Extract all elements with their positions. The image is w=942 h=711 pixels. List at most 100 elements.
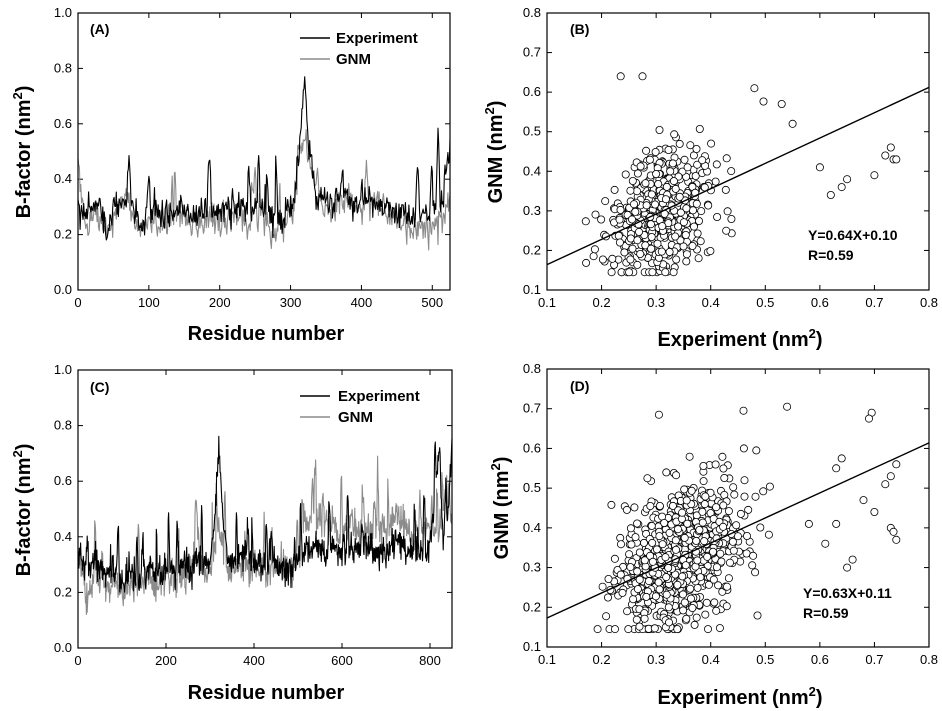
- panel-d-data-point: [751, 568, 760, 577]
- panel-b-data-point: [590, 245, 599, 254]
- panel-b-data-point: [693, 160, 702, 169]
- panel-b-data-point: [870, 171, 879, 180]
- panel-d-y-tick-label: 0.2: [523, 599, 541, 614]
- panel-d-data-point: [726, 558, 735, 567]
- panel-d-data-point: [744, 505, 753, 514]
- panel-d-data-point: [701, 492, 710, 501]
- panel-d-data-point: [728, 537, 737, 546]
- panel-d-scatter-chart: 0.1 0.2 0.3 0.4 0.5 0.6 0.7 0.8 0.1 0.2 0.3 0.4 0.5 0…: [488, 361, 938, 709]
- panel-b-data-point: [607, 268, 616, 277]
- panel-a-series-experiment-line: [77, 76, 451, 241]
- panel-b-x-tick-label: 0.4: [702, 295, 720, 310]
- panel-c-plot-area: 0 200 400 600 800 0.0 0.2 0.4 0.6 0.8 1.0: [54, 362, 453, 668]
- panel-b-data-point: [674, 222, 683, 231]
- panel-d-data-point: [832, 464, 841, 473]
- panel-d-data-point: [719, 501, 728, 510]
- panel-d-data-point: [753, 611, 762, 620]
- panel-d-data-point: [648, 557, 657, 566]
- panel-b-data-point: [653, 239, 662, 248]
- panel-a-x-tick-label: 0: [74, 295, 81, 310]
- panel-b-data-point: [671, 232, 680, 241]
- panel-b-data-point: [628, 176, 637, 185]
- panel-c-y-axis-label: B-factor (nm2): [10, 444, 35, 577]
- panel-d-y-tick-label: 0.8: [523, 361, 541, 376]
- panel-b-x-tick-label: 0.3: [647, 295, 665, 310]
- panel-d-data-point: [611, 625, 620, 634]
- panel-d-data-point: [870, 507, 879, 516]
- panel-b-data-point: [636, 249, 645, 258]
- panel-b-x-axis-label: Experiment (nm2): [657, 326, 822, 351]
- panel-b-x-tick-label: 0.6: [811, 295, 829, 310]
- panel-a-y-tick-label: 0.4: [54, 171, 72, 186]
- panel-d-data-point: [642, 592, 651, 601]
- panel-b-data-point: [655, 126, 664, 135]
- panel-b-data-point: [641, 179, 650, 188]
- panel-d-data-point: [627, 540, 636, 549]
- panel-d-data-point: [730, 490, 739, 499]
- panel-d-y-tick-label: 0.5: [523, 480, 541, 495]
- panel-d-x-tick-label: 0.4: [702, 652, 720, 667]
- panel-d-data-point: [632, 615, 641, 624]
- panel-d-data-point: [629, 595, 638, 604]
- panel-a-x-tick-label: 200: [209, 295, 231, 310]
- panel-a-y-tick-label: 0.6: [54, 116, 72, 131]
- panel-b-data-point: [681, 230, 690, 239]
- panel-d-data-point: [610, 554, 619, 563]
- panel-b-data-point: [610, 185, 619, 194]
- panel-a-y-tick-label: 0.8: [54, 60, 72, 75]
- panel-b-data-point: [669, 177, 678, 186]
- panel-b-data-point: [727, 214, 736, 223]
- panel-b-data-point: [777, 100, 786, 109]
- panel-a-y-axis-label: B-factor (nm2): [10, 86, 35, 219]
- panel-d-data-point: [859, 496, 868, 505]
- panel-d-data-point: [710, 598, 719, 607]
- panel-b-x-tick-label: 0.2: [593, 295, 611, 310]
- panel-d-data-point: [690, 620, 699, 629]
- panel-d-data-point: [704, 580, 713, 589]
- panel-d-y-tick-label: 0.6: [523, 440, 541, 455]
- panel-b-data-point: [693, 229, 702, 238]
- panel-b-data-point: [628, 215, 637, 224]
- panel-b-data-point: [654, 179, 663, 188]
- panel-d-data-point: [682, 614, 691, 623]
- panel-b-data-point: [692, 144, 701, 153]
- panel-b-data-point: [826, 190, 835, 199]
- panel-d-data-point: [630, 503, 639, 512]
- panel-d-data-point: [624, 625, 633, 634]
- panel-d-data-point: [729, 546, 738, 555]
- panel-b-plot-area: 0.1 0.2 0.3 0.4 0.5 0.6 0.7 0.8 0.1 0.2 0.3 0.4 0.5 0…: [523, 5, 938, 310]
- panel-b-data-point: [615, 238, 624, 247]
- panel-b-data-point: [633, 169, 642, 178]
- panel-d-data-point: [682, 496, 691, 505]
- panel-b-data-point: [661, 195, 670, 204]
- panel-b-data-point: [707, 139, 716, 148]
- panel-d-data-point: [650, 624, 659, 633]
- panel-d-data-point: [679, 590, 688, 599]
- panel-d-frame: [546, 368, 930, 648]
- panel-d-data-point: [662, 468, 671, 477]
- panel-d-data-point: [759, 487, 768, 496]
- panel-b-data-point: [647, 244, 656, 253]
- panel-b-frame: [546, 12, 930, 291]
- panel-d-data-point: [716, 549, 725, 558]
- panel-b-data-point: [694, 254, 703, 263]
- panel-b-data-point: [691, 171, 700, 180]
- panel-d-data-point: [680, 533, 689, 542]
- panel-b-y-tick-label: 0.1: [523, 282, 541, 297]
- panel-d-data-point: [616, 570, 625, 579]
- panel-b-data-point: [625, 268, 634, 277]
- panel-b-data-point: [642, 146, 651, 155]
- panel-c-legend: Experiment GNM: [300, 388, 420, 426]
- panel-d-data-point: [654, 578, 663, 587]
- panel-b-y-tick-label: 0.8: [523, 5, 541, 20]
- panel-b-data-point: [688, 241, 697, 250]
- panel-b-data-point: [695, 216, 704, 225]
- panel-c-y-tick-label: 0.4: [54, 529, 72, 544]
- panel-d-data-point: [723, 582, 732, 591]
- panel-d-data-point: [625, 550, 634, 559]
- panel-d-data-point: [678, 508, 687, 517]
- panel-c-x-axis-label: Residue number: [188, 682, 345, 704]
- panel-d-y-tick-label: 0.7: [523, 401, 541, 416]
- panel-b-x-tick-label: 0.5: [756, 295, 774, 310]
- panel-b-data-point: [633, 187, 642, 196]
